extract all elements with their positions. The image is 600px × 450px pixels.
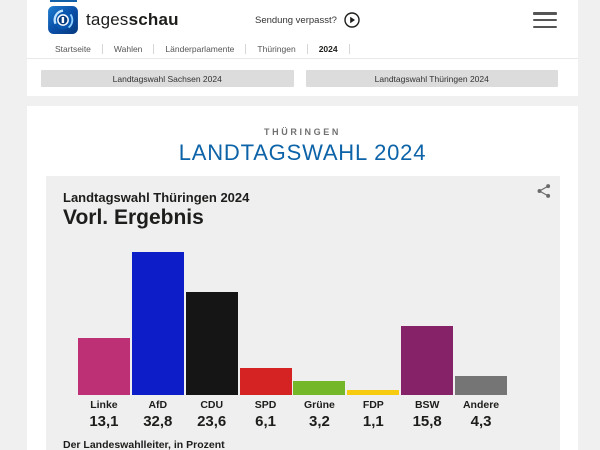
- bar-grüne: [293, 381, 346, 395]
- bar-chart-labels: Linke 13,1 AfD 32,8 CDU 23,6 SPD 6,1 Grüne 3,2 FDP…: [77, 395, 508, 430]
- bar-bsw: [401, 326, 454, 395]
- bar-label-column: Grüne 3,2: [293, 395, 347, 430]
- result-chart-card: Landtagswahl Thüringen 2024 Vorl. Ergebn…: [46, 176, 560, 450]
- bar-afd: [131, 252, 184, 395]
- header-logo-row: tagesschau Sendung verpasst?: [27, 0, 578, 40]
- thueringen-2024-button[interactable]: Landtagswahl Thüringen 2024: [305, 70, 558, 87]
- party-label: SPD: [254, 399, 277, 411]
- bar-chart: [77, 252, 508, 395]
- bar-andere: [455, 376, 508, 395]
- party-value: 13,1: [89, 413, 119, 430]
- page-title: LANDTAGSWAHL 2024: [178, 140, 427, 165]
- bar-label-column: CDU 23,6: [185, 395, 239, 430]
- sendung-verpasst-link[interactable]: Sendung verpasst?: [255, 12, 360, 28]
- party-label: Andere: [462, 399, 500, 411]
- bar-linke: [77, 338, 130, 395]
- bar-column: [400, 252, 454, 395]
- bar-column: [131, 252, 185, 395]
- chart-subtitle: Vorl. Ergebnis: [63, 206, 204, 229]
- page-column: tagesschau Sendung verpasst? Startseite W…: [27, 0, 578, 450]
- breadcrumb-item[interactable]: Wahlen: [103, 44, 155, 54]
- bar-column: [77, 252, 131, 395]
- breadcrumb-item[interactable]: Länderparlamente: [154, 44, 247, 54]
- bar-column: [293, 252, 347, 395]
- chart-title: Landtagswahl Thüringen 2024: [63, 190, 250, 205]
- top-accent-bar: [50, 0, 77, 2]
- bar-label-column: Linke 13,1: [77, 395, 131, 430]
- tagesschau-logo-icon: [48, 6, 78, 34]
- party-value: 6,1: [255, 413, 276, 430]
- party-label: AfD: [148, 399, 168, 411]
- bar-label-column: BSW 15,8: [400, 395, 454, 430]
- party-value: 1,1: [362, 413, 384, 430]
- bar-spd: [239, 368, 292, 395]
- breadcrumb: Startseite Wahlen Länderparlamente Thüringe…: [27, 40, 578, 59]
- main-content: THÜRINGEN LANDTAGSWAHL 2024 Landtagswahl…: [27, 106, 578, 450]
- region-kicker: THÜRINGEN: [264, 127, 341, 137]
- tagesschau-home-link[interactable]: tagesschau: [48, 6, 179, 34]
- header: tagesschau Sendung verpasst? Startseite W…: [27, 0, 578, 59]
- play-icon: [344, 12, 360, 28]
- bar-label-column: Andere 4,3: [454, 395, 508, 430]
- bar-label-column: SPD 6,1: [239, 395, 293, 430]
- bar-label-column: FDP 1,1: [346, 395, 400, 430]
- party-value: 3,2: [309, 413, 330, 430]
- party-label: Grüne: [303, 399, 335, 411]
- breadcrumb-item[interactable]: Startseite: [55, 44, 103, 54]
- breadcrumb-item[interactable]: Thüringen: [246, 44, 308, 54]
- party-value: 32,8: [143, 413, 173, 430]
- bar-label-column: AfD 32,8: [131, 395, 185, 430]
- tagesschau-wordmark: tagesschau: [86, 10, 179, 29]
- bar-column: [239, 252, 293, 395]
- bar-fdp: [347, 390, 400, 395]
- party-label: CDU: [200, 399, 224, 411]
- bar-column: [185, 252, 239, 395]
- bar-column: [346, 252, 400, 395]
- election-switch-row: Landtagswahl Sachsen 2024 Landtagswahl T…: [27, 59, 578, 96]
- share-icon[interactable]: [535, 182, 553, 200]
- party-value: 15,8: [412, 413, 442, 430]
- bar-column: [454, 252, 508, 395]
- party-value: 23,6: [197, 413, 227, 430]
- breadcrumb-item[interactable]: 2024: [308, 44, 350, 54]
- party-value: 4,3: [470, 413, 492, 430]
- bar-cdu: [185, 292, 238, 395]
- sachsen-2024-button[interactable]: Landtagswahl Sachsen 2024: [41, 70, 294, 87]
- menu-hamburger-icon[interactable]: [533, 12, 557, 28]
- party-label: FDP: [362, 399, 384, 411]
- chart-source-note: Der Landeswahlleiter, in Prozent: [63, 439, 225, 450]
- party-label: BSW: [414, 399, 440, 411]
- party-label: Linke: [90, 399, 118, 411]
- sendung-verpasst-label: Sendung verpasst?: [255, 14, 337, 26]
